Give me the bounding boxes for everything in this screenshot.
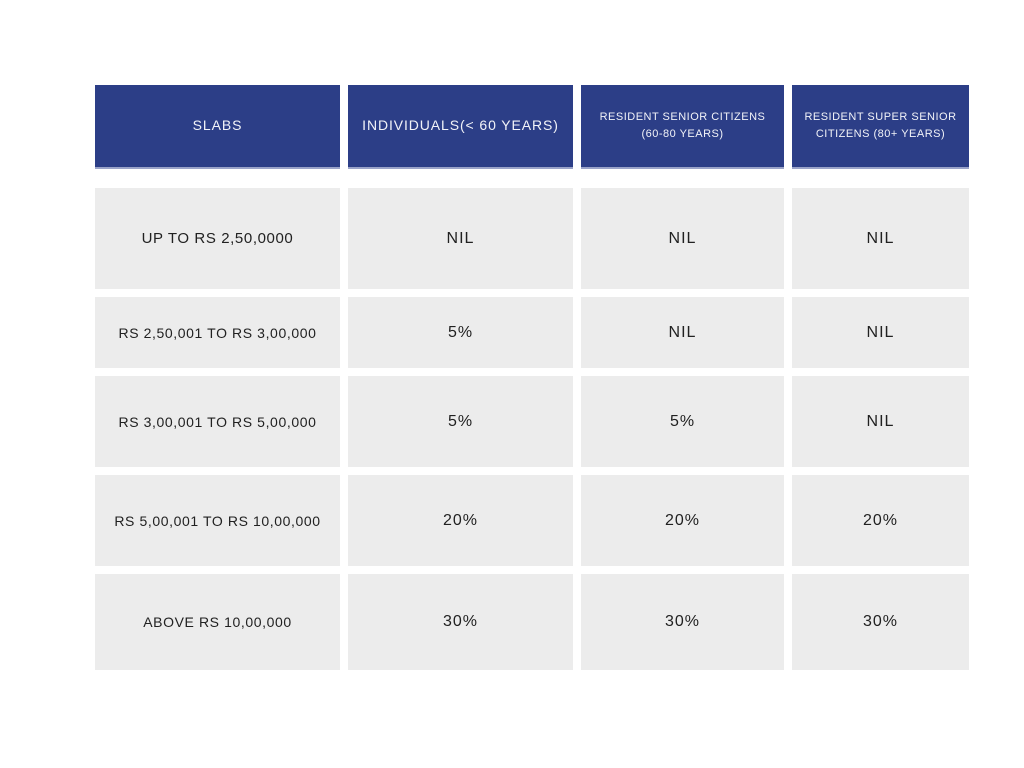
table-row: RS 5,00,001 TO RS 10,00,000 20% 20% 20% [95, 475, 969, 566]
rate-cell-individuals: 5% [348, 376, 573, 467]
rate-cell-senior: NIL [581, 188, 784, 289]
rate-cell-senior: NIL [581, 297, 784, 368]
rate-cell-individuals: 5% [348, 297, 573, 368]
rate-cell-individuals: NIL [348, 188, 573, 289]
slab-cell: RS 5,00,001 TO RS 10,00,000 [95, 475, 340, 566]
header-cell-super-senior-citizens: RESIDENT SUPER SENIOR CITIZENS (80+ YEAR… [792, 85, 969, 169]
rate-cell-super-senior: 20% [792, 475, 969, 566]
table-row: RS 3,00,001 TO RS 5,00,000 5% 5% NIL [95, 376, 969, 467]
rate-cell-super-senior: NIL [792, 376, 969, 467]
rate-cell-senior: 20% [581, 475, 784, 566]
table-row: RS 2,50,001 TO RS 3,00,000 5% NIL NIL [95, 297, 969, 368]
slab-cell: UP TO RS 2,50,0000 [95, 188, 340, 289]
table-row: UP TO RS 2,50,0000 NIL NIL NIL [95, 188, 969, 289]
rate-cell-super-senior: NIL [792, 188, 969, 289]
table-header-row: SLABS INDIVIDUALS(< 60 YEARS) RESIDENT S… [95, 85, 969, 169]
header-cell-senior-citizens: RESIDENT SENIOR CITIZENS (60-80 YEARS) [581, 85, 784, 169]
slab-cell: ABOVE RS 10,00,000 [95, 574, 340, 670]
rate-cell-individuals: 30% [348, 574, 573, 670]
table-row: ABOVE RS 10,00,000 30% 30% 30% [95, 574, 969, 670]
slab-cell: RS 3,00,001 TO RS 5,00,000 [95, 376, 340, 467]
table-body: UP TO RS 2,50,0000 NIL NIL NIL RS 2,50,0… [95, 188, 969, 670]
slab-cell: RS 2,50,001 TO RS 3,00,000 [95, 297, 340, 368]
tax-slab-table: SLABS INDIVIDUALS(< 60 YEARS) RESIDENT S… [95, 85, 969, 670]
rate-cell-senior: 5% [581, 376, 784, 467]
header-cell-individuals: INDIVIDUALS(< 60 YEARS) [348, 85, 573, 169]
rate-cell-senior: 30% [581, 574, 784, 670]
rate-cell-super-senior: 30% [792, 574, 969, 670]
header-cell-slabs: SLABS [95, 85, 340, 169]
rate-cell-super-senior: NIL [792, 297, 969, 368]
rate-cell-individuals: 20% [348, 475, 573, 566]
